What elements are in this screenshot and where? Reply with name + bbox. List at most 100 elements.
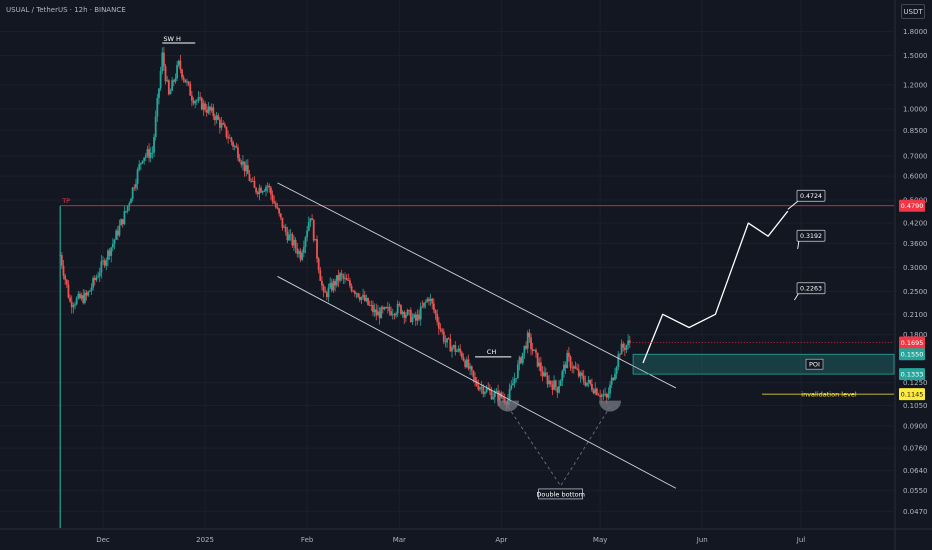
candle-body	[204, 103, 206, 111]
candle-body	[87, 291, 90, 296]
y-tick-label: 1.8000	[903, 28, 928, 36]
candle-body	[195, 100, 198, 102]
swing-high-label: SW H	[163, 35, 181, 43]
candle-body	[80, 295, 83, 299]
y-tick-label: 0.2500	[903, 288, 928, 296]
candle-body	[536, 352, 539, 367]
candle-body	[98, 272, 101, 277]
candle-body	[605, 393, 608, 398]
candle-body	[561, 371, 564, 381]
currency-button[interactable]: USDT	[901, 4, 925, 19]
candle-body	[199, 97, 202, 99]
candle-body	[118, 225, 121, 236]
candle-body	[179, 60, 182, 70]
candle-body	[539, 362, 542, 372]
candle-body	[365, 297, 368, 301]
candle-body	[543, 372, 546, 377]
channel-upper-line	[277, 182, 677, 389]
x-tick-label: Jul	[796, 536, 806, 544]
candle-body	[424, 301, 427, 303]
candle-body	[512, 383, 514, 386]
y-tick-label: 0.0760	[903, 445, 928, 453]
candle-body	[102, 260, 104, 262]
y-tick-label: 0.6000	[903, 173, 928, 181]
candle-body	[437, 321, 440, 329]
candle-body	[301, 252, 304, 260]
target-box	[796, 229, 826, 242]
candle-body	[143, 157, 146, 161]
candle-body	[597, 394, 600, 396]
candle-body	[619, 354, 621, 356]
symbol-title: USUAL / TetherUS · 12h · BINANCE	[6, 6, 126, 14]
candle-body	[456, 350, 458, 352]
candle-body	[253, 180, 256, 188]
candle-body	[372, 305, 374, 313]
candle-body	[419, 306, 422, 320]
candle-body	[408, 310, 411, 311]
candle-body	[541, 371, 544, 377]
candle-body	[480, 386, 483, 388]
candle-body	[270, 187, 272, 195]
candle-body	[158, 88, 160, 99]
candle-body	[174, 78, 177, 82]
candle-body	[460, 352, 463, 358]
target-pointer	[797, 240, 800, 250]
candle-body	[367, 297, 369, 305]
candle-body	[544, 372, 547, 376]
candle-body	[307, 222, 310, 231]
candle-body	[368, 304, 371, 306]
y-tick-label: 1.5000	[903, 52, 928, 60]
last-price-text: 0.1695	[901, 339, 924, 347]
candle-body	[564, 364, 567, 369]
candle-body	[406, 310, 409, 315]
candle-body	[64, 275, 67, 280]
candle-body	[123, 211, 126, 225]
candle-body	[299, 251, 302, 260]
candle-body	[401, 311, 404, 314]
candle-body	[377, 311, 379, 316]
candle-body	[291, 234, 294, 246]
candle-body	[411, 317, 414, 323]
candle-body	[595, 388, 598, 395]
candle-body	[497, 390, 499, 401]
candle-body	[563, 364, 565, 372]
candle-body	[228, 137, 231, 139]
candle-body	[138, 164, 141, 170]
candle-body	[388, 307, 391, 312]
bottom-arc-1	[496, 400, 519, 412]
candle-body	[528, 332, 531, 338]
candle-body	[617, 354, 620, 368]
candle-body	[256, 192, 259, 195]
plot-area[interactable]	[0, 0, 894, 528]
candle-body	[385, 307, 388, 309]
candle-body	[421, 306, 424, 308]
candle-body	[90, 287, 93, 291]
candle-body	[413, 314, 416, 318]
candle-body	[520, 357, 523, 363]
poi-bottom-badge	[899, 368, 925, 381]
poi-zone[interactable]	[632, 353, 895, 375]
candle-body	[192, 100, 195, 104]
candle-body	[493, 391, 496, 398]
candle-body	[62, 265, 65, 276]
candle-body	[518, 357, 521, 365]
candle-body	[248, 174, 251, 181]
candle-body	[353, 291, 356, 294]
candle-body	[383, 307, 386, 310]
candle-body	[284, 226, 287, 233]
candle-body	[350, 285, 353, 292]
candle-body	[479, 387, 481, 390]
y-tick-label: 0.0550	[903, 487, 928, 495]
candle-body	[266, 185, 269, 187]
candle-body	[587, 379, 590, 383]
candle-body	[380, 307, 383, 319]
candle-body	[186, 81, 188, 83]
candle-body	[340, 273, 343, 276]
candle-body	[566, 352, 569, 369]
candle-body	[553, 380, 555, 390]
candle-body	[154, 116, 157, 138]
candle-body	[126, 205, 129, 212]
candle-body	[428, 298, 430, 301]
y-tick-label: 0.2100	[903, 311, 928, 319]
